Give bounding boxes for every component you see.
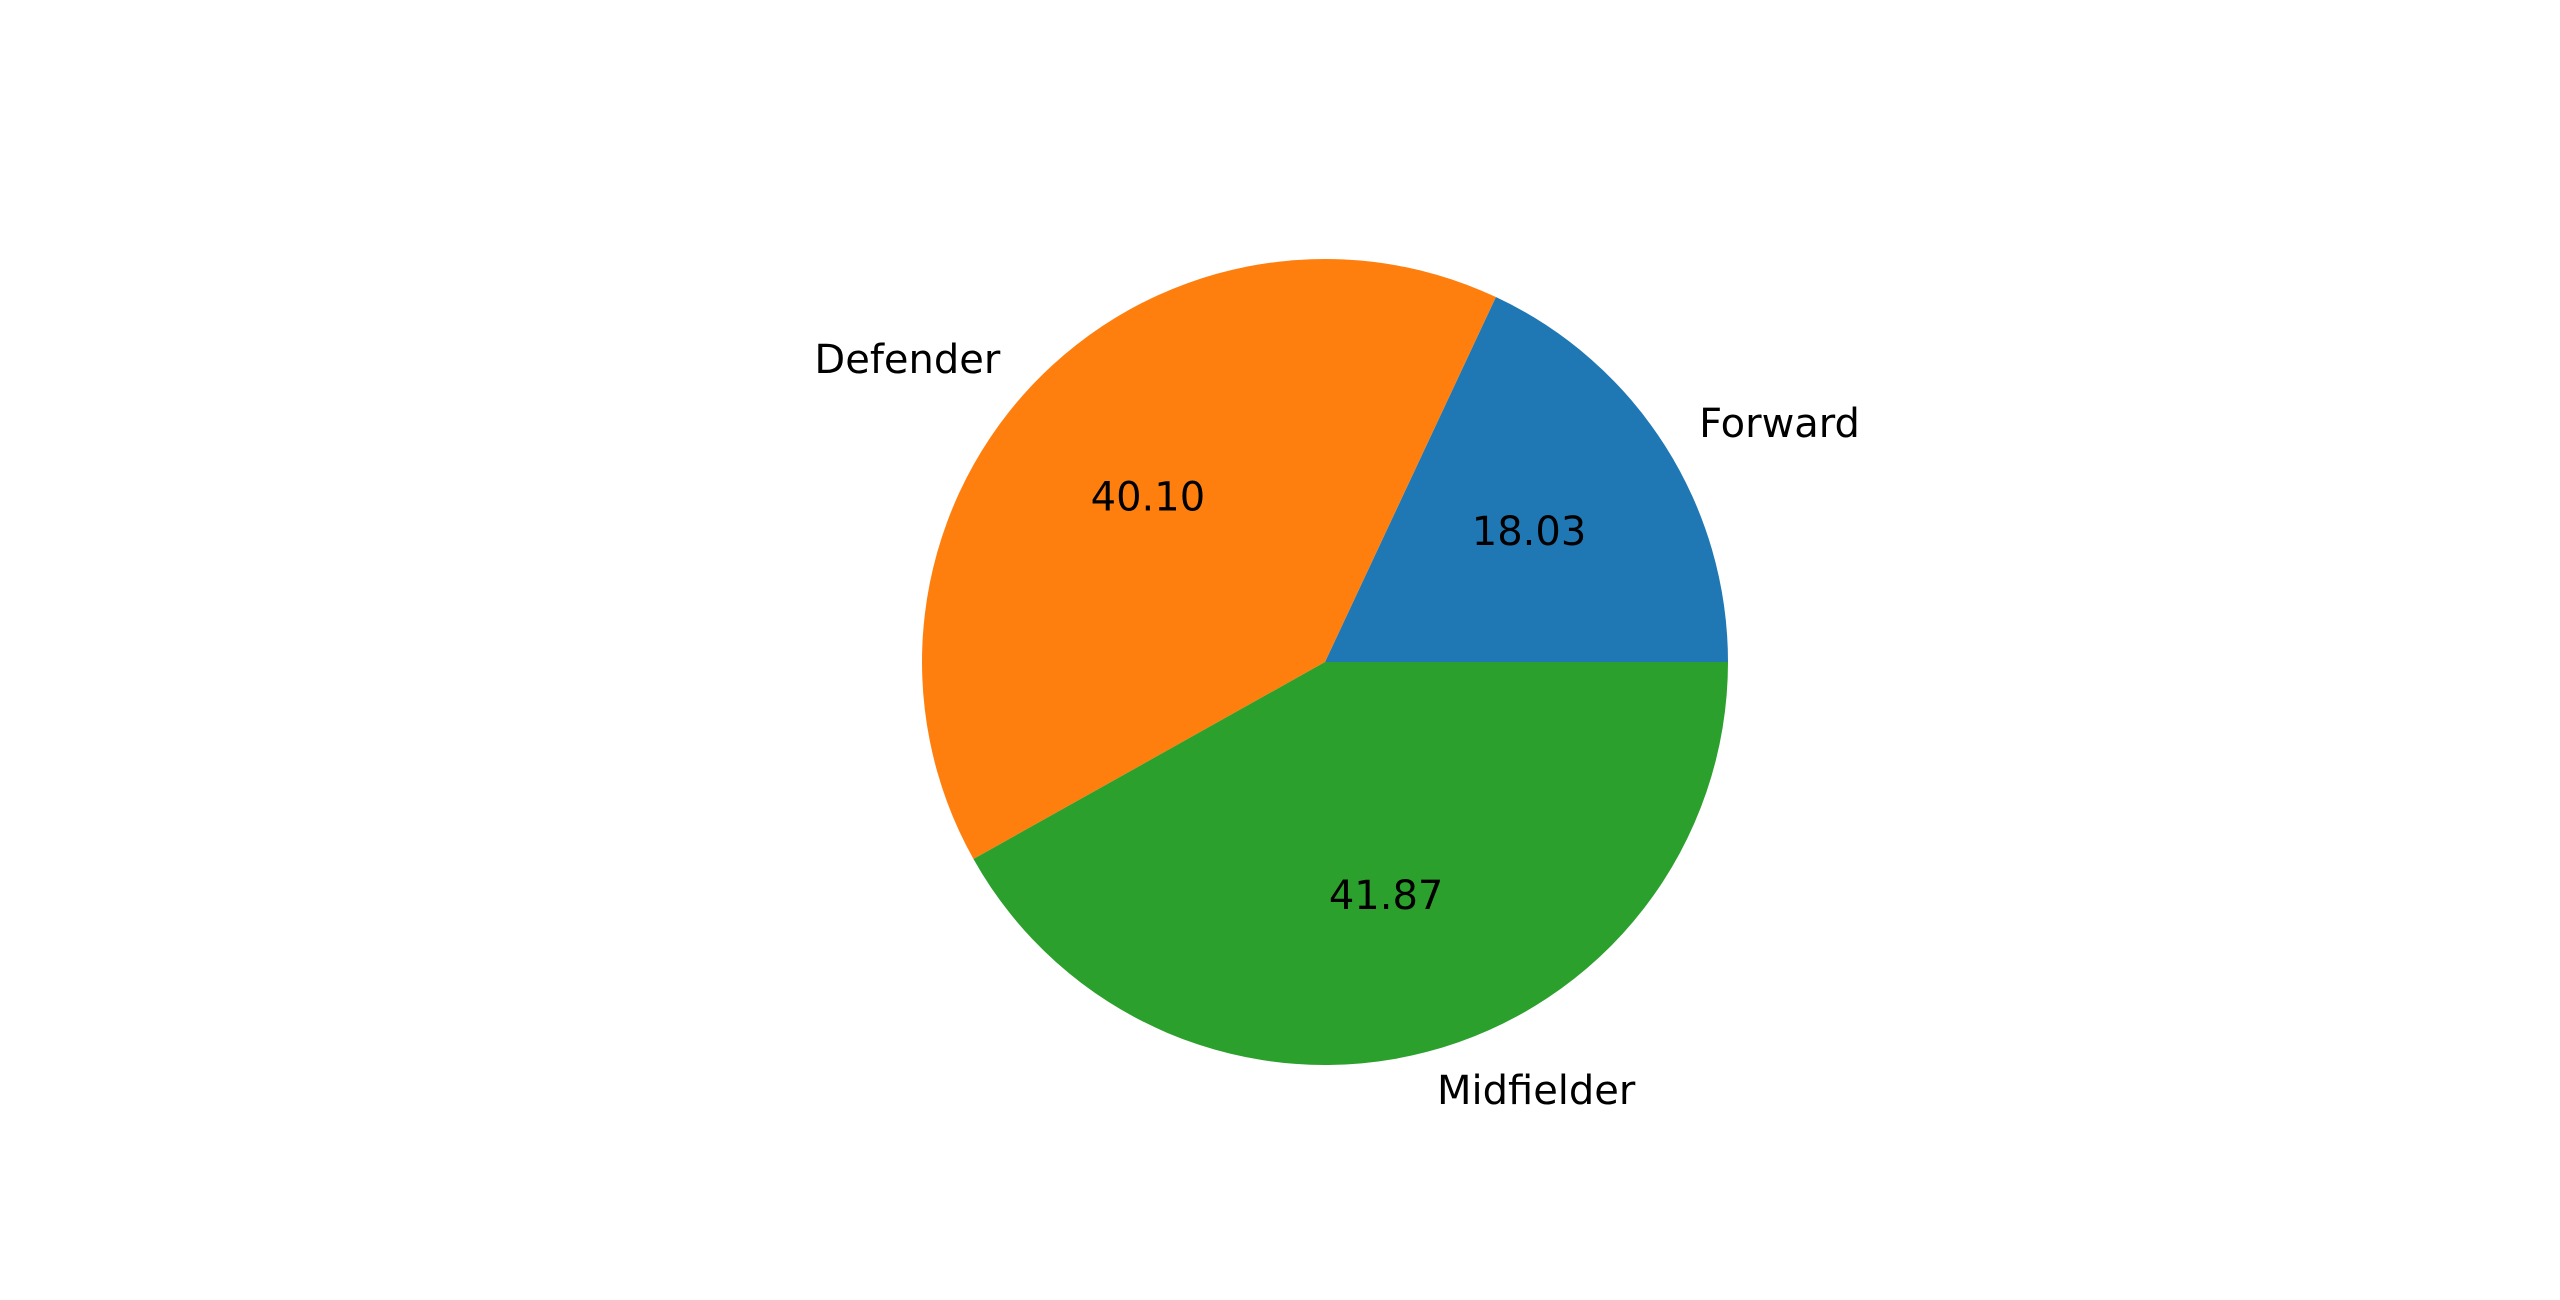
slice-value-defender: 40.10 <box>1091 474 1206 520</box>
pie-slice-defender <box>922 259 1496 860</box>
slice-value-midfielder: 41.87 <box>1329 873 1444 919</box>
slice-label-forward: Forward <box>1699 401 1860 447</box>
pie-labels: Forward 18.03 Defender 40.10 Midfielder 41.87 <box>814 337 1860 1114</box>
pie-slices <box>922 259 1728 1065</box>
slice-label-defender: Defender <box>814 337 1000 383</box>
pie-slice-midfielder <box>973 662 1728 1065</box>
pie-slice-forward <box>1325 297 1728 662</box>
slice-value-forward: 18.03 <box>1472 509 1587 555</box>
slice-label-midfielder: Midfielder <box>1437 1068 1636 1114</box>
